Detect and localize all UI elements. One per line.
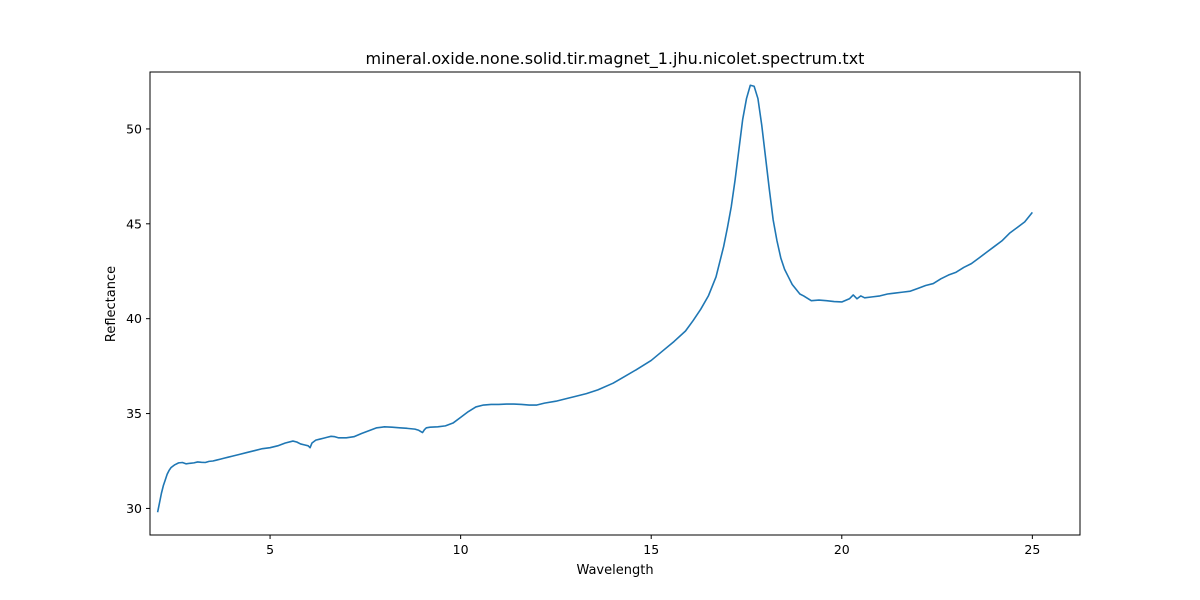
y-tick-label: 40 bbox=[126, 311, 142, 326]
x-axis-ticks: 5 10 15 20 25 bbox=[266, 535, 1040, 557]
x-tick-label: 20 bbox=[834, 542, 850, 557]
chart-title: mineral.oxide.none.solid.tir.magnet_1.jh… bbox=[366, 49, 865, 69]
y-tick-label: 45 bbox=[126, 216, 142, 231]
plot-frame bbox=[149, 71, 1081, 536]
reflectance-line bbox=[156, 84, 1033, 513]
x-axis-label: Wavelength bbox=[576, 563, 653, 578]
y-axis-label: Reflectance bbox=[104, 266, 119, 342]
y-tick-label: 30 bbox=[126, 501, 142, 516]
x-tick-label: 10 bbox=[453, 542, 469, 557]
y-axis-ticks: 30 35 40 45 50 bbox=[126, 121, 150, 516]
y-tick-label: 35 bbox=[126, 406, 142, 421]
x-tick-label: 25 bbox=[1024, 542, 1040, 557]
x-tick-label: 5 bbox=[266, 542, 274, 557]
plot-area bbox=[149, 71, 1081, 536]
y-tick-label: 50 bbox=[126, 121, 142, 136]
x-tick-label: 15 bbox=[643, 542, 659, 557]
